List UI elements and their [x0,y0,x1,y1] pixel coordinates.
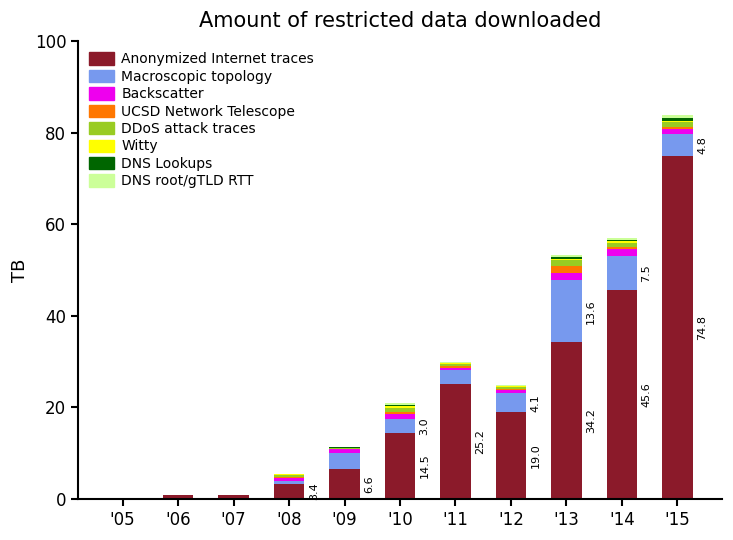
Bar [329,469,360,499]
Text: 4.1: 4.1 [531,394,541,411]
Bar [329,449,360,453]
Bar [607,249,637,256]
Bar [274,475,304,477]
Bar [607,290,637,499]
Bar [662,115,693,118]
Bar [385,414,416,419]
Text: 6.6: 6.6 [364,475,375,493]
Bar [385,433,416,499]
Text: 14.5: 14.5 [420,454,430,478]
Text: 13.6: 13.6 [586,299,596,323]
Bar [607,247,637,249]
Text: 74.8: 74.8 [697,315,707,340]
Bar [662,157,693,499]
Bar [551,259,582,260]
Bar [496,384,526,386]
Bar [607,243,637,247]
Bar [274,477,304,481]
Bar [441,368,471,370]
Text: 25.2: 25.2 [475,429,485,454]
Legend: Anonymized Internet traces, Macroscopic topology, Backscatter, UCSD Network Tele: Anonymized Internet traces, Macroscopic … [85,48,318,193]
Bar [551,266,582,273]
Bar [385,405,416,406]
Y-axis label: TB: TB [11,258,29,282]
Bar [551,260,582,266]
Bar [385,406,416,408]
Bar [662,127,693,129]
Bar [441,364,471,366]
Bar [607,238,637,240]
Text: 19.0: 19.0 [531,443,541,468]
Bar [496,412,526,499]
Bar [551,255,582,257]
Bar [662,121,693,122]
Bar [441,363,471,364]
Bar [551,257,582,259]
Bar [551,280,582,342]
Bar [441,370,471,383]
Bar [662,122,693,127]
Bar [385,412,416,414]
Bar [385,419,416,433]
Bar [385,408,416,412]
Bar [441,366,471,368]
Bar [329,453,360,469]
Bar [496,387,526,389]
Bar [163,495,194,499]
Bar [607,256,637,290]
Text: 45.6: 45.6 [641,382,652,407]
Bar [274,481,304,483]
Bar [662,134,693,157]
Bar [662,129,693,134]
Bar [607,240,637,241]
Bar [551,342,582,499]
Bar [218,495,248,499]
Text: 7.5: 7.5 [641,264,652,282]
Bar [274,474,304,475]
Bar [662,118,693,121]
Text: 4.8: 4.8 [697,137,707,154]
Bar [551,273,582,280]
Bar [274,483,304,499]
Bar [607,241,637,243]
Bar [496,389,526,393]
Bar [441,383,471,499]
Bar [385,403,416,405]
Title: Amount of restricted data downloaded: Amount of restricted data downloaded [199,11,601,31]
Text: 3.4: 3.4 [309,482,319,500]
Text: 34.2: 34.2 [586,408,596,433]
Bar [496,393,526,412]
Text: 3.0: 3.0 [420,417,430,435]
